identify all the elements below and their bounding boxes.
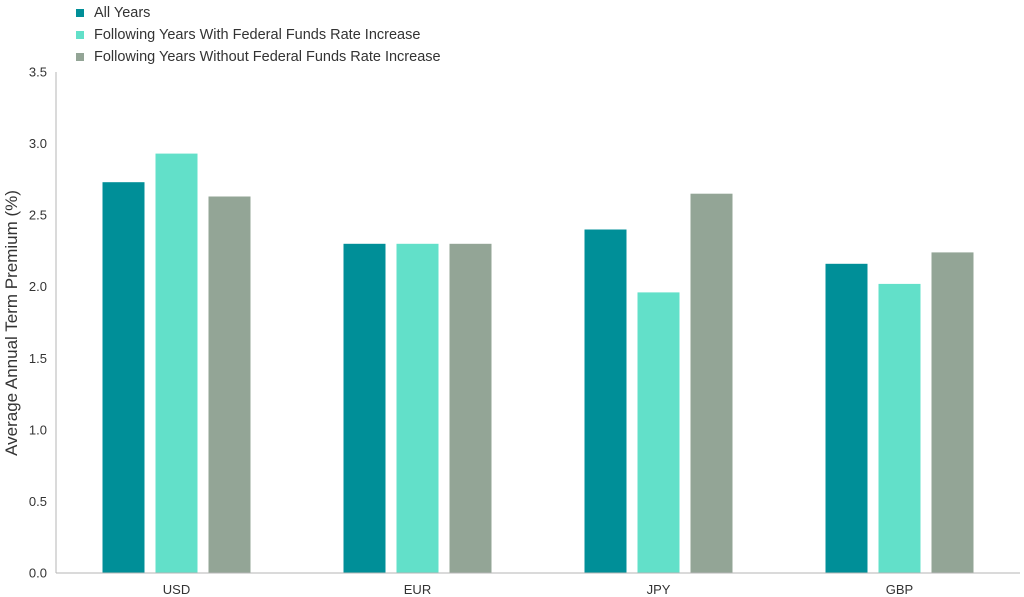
legend-swatch-all-years	[76, 9, 84, 17]
x-tick-label-gbp: GBP	[886, 582, 913, 597]
bar-jpy-series-1	[584, 229, 627, 573]
bars-group	[102, 153, 974, 574]
legend-swatch-without-rate-increase	[76, 53, 84, 61]
bar-eur-series-2	[396, 243, 439, 574]
x-tick-labels: USD EUR JPY GBP	[163, 582, 913, 597]
bar-jpy-series-3	[690, 193, 733, 573]
bar-eur-series-1	[343, 243, 386, 574]
bar-usd-series-1	[102, 182, 145, 573]
y-tick-label: 1.0	[29, 422, 47, 437]
y-tick-labels: 0.0 0.5 1.0 1.5 2.0 2.5 3.0 3.5	[29, 65, 47, 581]
x-tick-label-eur: EUR	[404, 582, 431, 597]
legend-swatch-with-rate-increase	[76, 31, 84, 39]
legend-item-without-rate-increase: Following Years Without Federal Funds Ra…	[76, 46, 441, 68]
y-tick-label: 3.0	[29, 136, 47, 151]
legend-item-all-years: All Years	[76, 2, 441, 24]
bar-usd-series-3	[208, 196, 251, 573]
bar-gbp-series-1	[825, 263, 868, 573]
legend-label-with-rate-increase: Following Years With Federal Funds Rate …	[94, 27, 421, 43]
x-tick-label-usd: USD	[163, 582, 190, 597]
legend-item-with-rate-increase: Following Years With Federal Funds Rate …	[76, 24, 441, 46]
y-tick-label: 2.0	[29, 279, 47, 294]
bar-usd-series-2	[155, 153, 198, 573]
bar-gbp-series-3	[931, 252, 974, 573]
y-tick-label: 1.5	[29, 351, 47, 366]
legend-label-all-years: All Years	[94, 5, 151, 21]
bar-gbp-series-2	[878, 283, 921, 573]
bar-eur-series-3	[449, 243, 492, 574]
bar-jpy-series-2	[637, 292, 680, 573]
legend: All Years Following Years With Federal F…	[76, 2, 441, 68]
y-tick-label: 3.5	[29, 65, 47, 80]
y-tick-label: 2.5	[29, 208, 47, 223]
y-tick-label: 0.5	[29, 494, 47, 509]
y-axis-title: Average Annual Term Premium (%)	[2, 190, 21, 456]
legend-label-without-rate-increase: Following Years Without Federal Funds Ra…	[94, 49, 441, 65]
x-tick-label-jpy: JPY	[647, 582, 671, 597]
y-tick-label: 0.0	[29, 566, 47, 581]
